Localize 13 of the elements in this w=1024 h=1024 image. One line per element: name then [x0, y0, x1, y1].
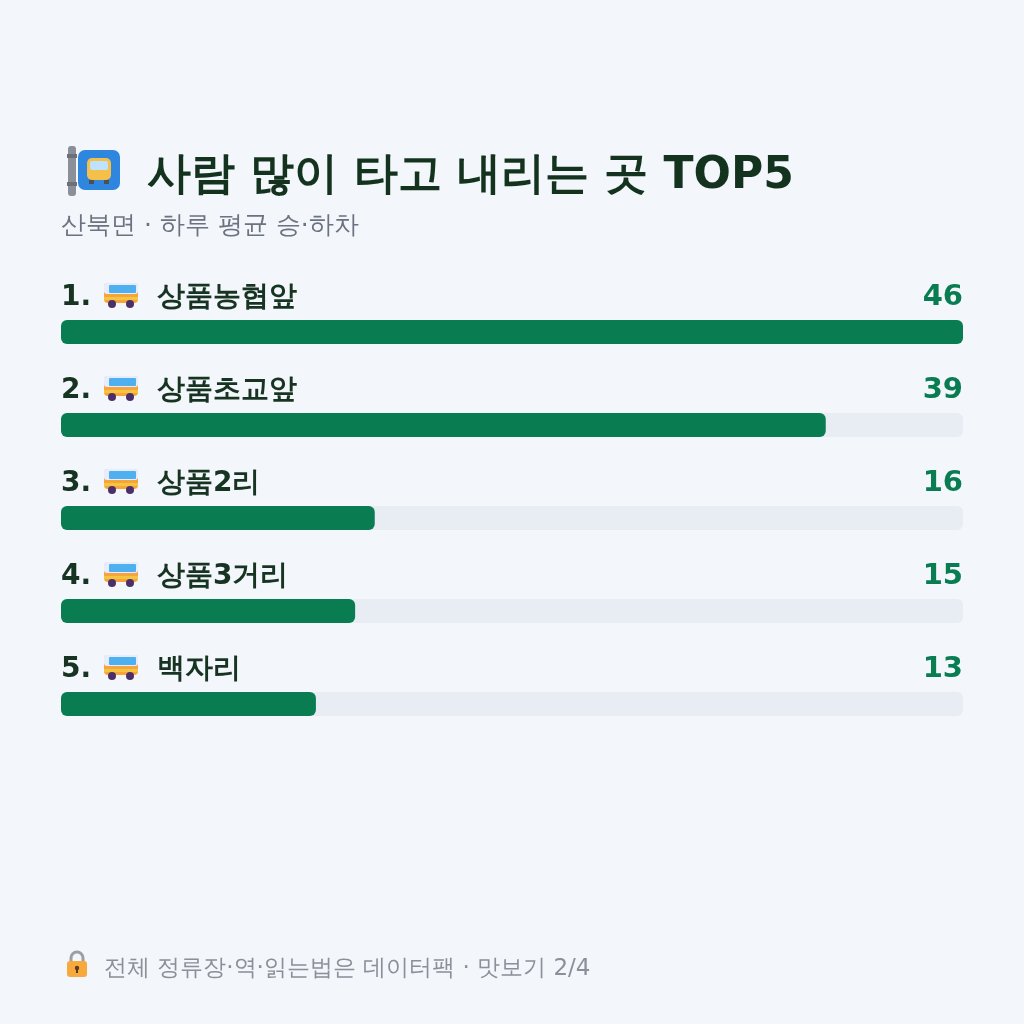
data-label: 39	[922, 371, 963, 405]
category-label: 3. 상품2리	[61, 465, 261, 498]
chart-title: 사람 많이 타고 내리는 곳 TOP5	[147, 147, 794, 198]
category-label: 2. 상품초교앞	[61, 372, 297, 405]
category-label: 5. 백자리	[61, 651, 241, 684]
data-label: 15	[922, 557, 963, 591]
data-label: 16	[922, 464, 963, 498]
category-label: 4. 상품3거리	[61, 558, 289, 591]
category-label: 1. 상품농협앞	[61, 279, 297, 312]
data-label: 46	[922, 278, 963, 312]
chart-subtitle: 산북면 · 하루 평균 승·하차	[61, 210, 359, 239]
text: 전체 정류장·역·읽는법은 데이터팩 · 맛보기 2/4	[104, 954, 591, 980]
data-label: 13	[922, 650, 963, 684]
